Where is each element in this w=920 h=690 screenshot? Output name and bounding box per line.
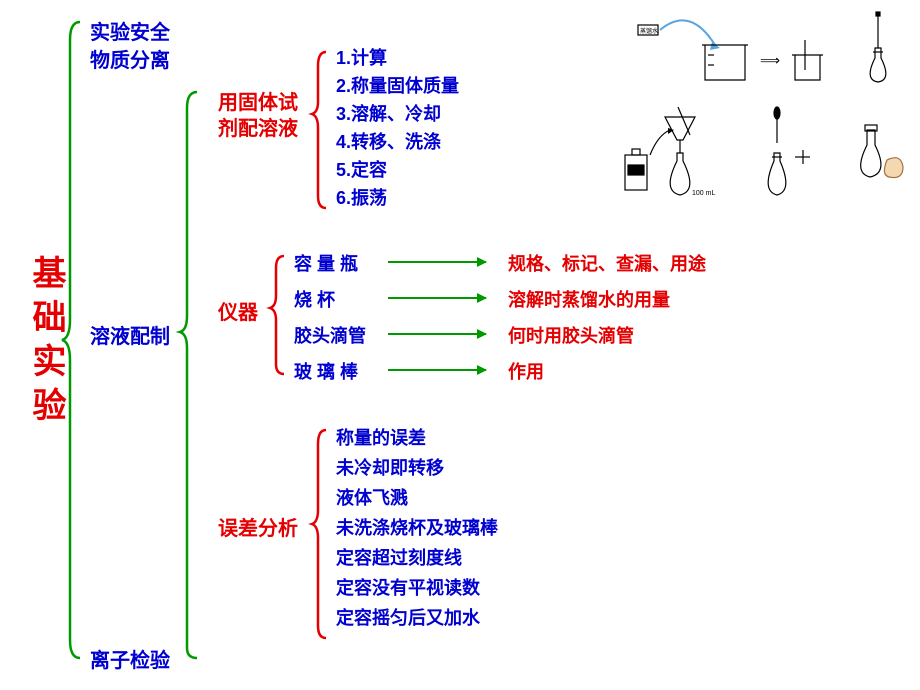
node-prep2: 剂配溶液 <box>218 112 298 141</box>
note-2: 溶解时蒸馏水的用量 <box>508 286 670 312</box>
node-safety: 实验安全 <box>90 16 170 45</box>
node-ion: 离子检验 <box>90 644 170 673</box>
note-1: 规格、标记、查漏、用途 <box>508 250 706 276</box>
water-label: 蒸馏水 <box>640 27 658 35</box>
step-5: 5.定容 <box>336 156 387 182</box>
err-7: 定容摇匀后又加水 <box>336 604 480 630</box>
err-6: 定容没有平视读数 <box>336 574 480 600</box>
note-3: 何时用胶头滴管 <box>508 322 634 348</box>
arrow-2 <box>388 297 486 299</box>
step-4: 4.转移、洗涤 <box>336 128 441 154</box>
inst-1: 容 量 瓶 <box>294 250 358 276</box>
step-3: 3.溶解、冷却 <box>336 100 441 126</box>
vol-label: 100 mL <box>692 190 715 197</box>
err-1: 称量的误差 <box>336 424 426 450</box>
node-solution: 溶液配制 <box>90 320 170 349</box>
lab-illustration: 蒸馏水 ⟹ ⟹ <box>620 10 910 210</box>
inst-4: 玻 璃 棒 <box>294 358 358 384</box>
arrow-3 <box>388 333 486 335</box>
step-2: 2.称量固体质量 <box>336 72 459 98</box>
step-1: 1.计算 <box>336 44 387 70</box>
node-separation: 物质分离 <box>90 44 170 73</box>
note-4: 作用 <box>508 358 544 384</box>
root-label: 基础实验 <box>22 255 71 431</box>
err-2: 未冷却即转移 <box>336 454 444 480</box>
err-3: 液体飞溅 <box>336 484 408 510</box>
step-6: 6.振荡 <box>336 184 387 210</box>
err-4: 未洗涤烧杯及玻璃棒 <box>336 514 498 540</box>
inst-3: 胶头滴管 <box>294 322 366 348</box>
arrow-4 <box>388 369 486 371</box>
svg-text:⟹: ⟹ <box>620 10 640 13</box>
err-5: 定容超过刻度线 <box>336 544 462 570</box>
node-prep1: 用固体试 <box>218 86 298 115</box>
node-instrument: 仪器 <box>218 296 258 325</box>
node-error: 误差分析 <box>218 512 298 541</box>
inst-2: 烧 杯 <box>294 286 335 312</box>
svg-text:⟹: ⟹ <box>760 52 780 68</box>
arrow-1 <box>388 261 486 263</box>
